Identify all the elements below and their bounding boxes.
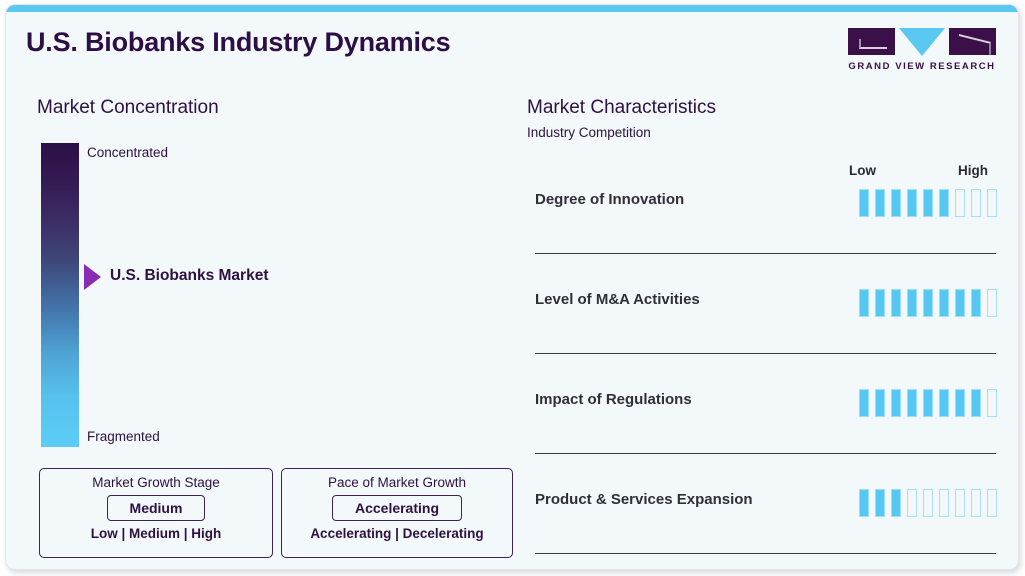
rating-segment-filled bbox=[891, 289, 901, 317]
rating-segment-filled bbox=[891, 189, 901, 217]
logo-text: GRAND VIEW RESEARCH bbox=[848, 61, 996, 72]
rating-segment-filled bbox=[907, 189, 917, 217]
market-characteristics-subtitle: Industry Competition bbox=[527, 125, 651, 140]
rating-segment-filled bbox=[971, 289, 981, 317]
market-position-marker-icon bbox=[84, 264, 101, 290]
characteristic-rating-bars bbox=[859, 489, 997, 517]
rating-segment-filled bbox=[859, 289, 869, 317]
market-growth-stage-value: Medium bbox=[106, 495, 206, 521]
rating-segment-filled bbox=[859, 189, 869, 217]
rating-segment-filled bbox=[907, 389, 917, 417]
card-accent-topbar bbox=[6, 5, 1018, 12]
logo-marks bbox=[848, 28, 996, 56]
characteristic-rating-bars bbox=[859, 289, 997, 317]
market-growth-stage-scale: Low | Medium | High bbox=[90, 526, 222, 541]
rating-segment-filled bbox=[875, 289, 885, 317]
brand-logo: GRAND VIEW RESEARCH bbox=[848, 28, 996, 72]
rating-segment-empty bbox=[939, 489, 949, 517]
scale-label-high: High bbox=[958, 163, 988, 178]
market-growth-stage-heading: Market Growth Stage bbox=[92, 475, 220, 490]
rating-segment-empty bbox=[923, 489, 933, 517]
rating-segment-empty bbox=[987, 289, 997, 317]
rating-segment-filled bbox=[875, 189, 885, 217]
rating-segment-filled bbox=[939, 289, 949, 317]
row-divider bbox=[535, 553, 996, 554]
logo-block-right-icon bbox=[949, 28, 996, 55]
page-title: U.S. Biobanks Industry Dynamics bbox=[26, 27, 451, 57]
characteristic-label: Degree of Innovation bbox=[535, 191, 685, 208]
rating-segment-empty bbox=[987, 489, 997, 517]
rating-segment-filled bbox=[923, 389, 933, 417]
market-position-label: U.S. Biobanks Market bbox=[110, 267, 269, 284]
rating-segment-empty bbox=[907, 489, 917, 517]
rating-segment-empty bbox=[955, 489, 965, 517]
characteristic-label: Impact of Regulations bbox=[535, 391, 692, 408]
rating-segment-filled bbox=[891, 389, 901, 417]
market-growth-stage-box: Market Growth Stage Medium Low | Medium … bbox=[39, 468, 273, 558]
logo-triangle-icon bbox=[899, 28, 945, 56]
rating-segment-filled bbox=[939, 389, 949, 417]
rating-segment-filled bbox=[875, 389, 885, 417]
concentration-gradient-bar bbox=[41, 143, 79, 447]
industry-dynamics-card: U.S. Biobanks Industry Dynamics GRAND VI… bbox=[5, 4, 1019, 570]
concentration-bottom-label: Fragmented bbox=[87, 429, 160, 444]
row-divider bbox=[535, 353, 996, 354]
characteristic-rating-bars bbox=[859, 189, 997, 217]
characteristic-row: Impact of Regulations bbox=[535, 357, 997, 457]
pace-of-market-growth-box: Pace of Market Growth Accelerating Accel… bbox=[281, 468, 513, 558]
rating-segment-empty bbox=[987, 389, 997, 417]
rating-segment-filled bbox=[891, 489, 901, 517]
rating-segment-filled bbox=[923, 189, 933, 217]
market-characteristics-title: Market Characteristics bbox=[527, 97, 716, 118]
row-divider bbox=[535, 253, 996, 254]
characteristic-row: Level of M&A Activities bbox=[535, 257, 997, 357]
characteristic-label: Product & Services Expansion bbox=[535, 491, 753, 508]
pace-of-market-growth-heading: Pace of Market Growth bbox=[327, 475, 467, 490]
rating-segment-filled bbox=[955, 289, 965, 317]
rating-segment-empty bbox=[955, 189, 965, 217]
rating-segment-filled bbox=[955, 389, 965, 417]
rating-segment-empty bbox=[971, 189, 981, 217]
rating-segment-filled bbox=[859, 389, 869, 417]
characteristic-row: Degree of Innovation bbox=[535, 157, 997, 257]
rating-segment-filled bbox=[859, 489, 869, 517]
rating-segment-filled bbox=[875, 489, 885, 517]
concentration-top-label: Concentrated bbox=[87, 145, 169, 160]
logo-block-left-icon bbox=[848, 28, 895, 55]
rating-segment-filled bbox=[939, 189, 949, 217]
rating-segment-empty bbox=[987, 189, 997, 217]
scale-label-low: Low bbox=[849, 163, 876, 178]
characteristic-label: Level of M&A Activities bbox=[535, 291, 700, 308]
rating-segment-filled bbox=[907, 289, 917, 317]
rating-segment-filled bbox=[923, 289, 933, 317]
rating-segment-empty bbox=[971, 489, 981, 517]
characteristic-row: Product & Services Expansion bbox=[535, 457, 997, 557]
market-concentration-title: Market Concentration bbox=[37, 97, 219, 118]
row-divider bbox=[535, 453, 996, 454]
characteristic-rating-bars bbox=[859, 389, 997, 417]
pace-of-market-growth-value: Accelerating bbox=[331, 495, 463, 521]
pace-of-market-growth-scale: Accelerating | Decelerating bbox=[310, 526, 484, 541]
rating-segment-filled bbox=[971, 389, 981, 417]
